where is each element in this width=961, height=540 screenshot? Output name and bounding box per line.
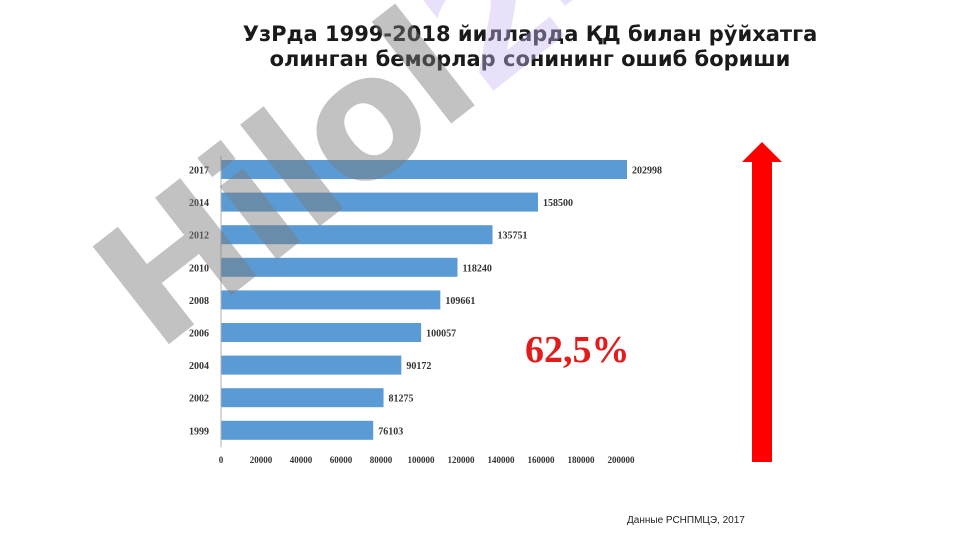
bar-2006: [221, 323, 422, 342]
x-tick-label-60000: 60000: [330, 455, 353, 465]
x-tick-label-40000: 40000: [290, 455, 313, 465]
growth-arrow-head: [742, 142, 782, 162]
data-label-1999: 76103: [378, 426, 403, 437]
data-source-note: Данные РСНПМЦЭ, 2017: [627, 515, 745, 526]
chart-title: УзРда 1999-2018 йилларда ҚД билан рўйхат…: [200, 22, 860, 72]
bar-2010: [221, 257, 458, 277]
bar-2014: [221, 192, 538, 212]
x-tick-label-140000: 140000: [488, 455, 516, 465]
bar-2008: [221, 290, 441, 310]
category-label-2008: 2008: [189, 296, 209, 307]
data-label-2002: 81275: [389, 394, 414, 405]
category-label-1999: 1999: [189, 426, 209, 437]
growth-percentage: 62,5%: [525, 329, 630, 371]
x-tick-label-160000: 160000: [528, 455, 556, 465]
data-label-2004: 90172: [406, 361, 431, 372]
growth-arrow-shaft: [752, 160, 772, 462]
category-label-2017: 2017: [189, 166, 209, 177]
category-label-2006: 2006: [189, 329, 209, 340]
x-tick-label-120000: 120000: [448, 455, 476, 465]
category-label-2014: 2014: [189, 198, 209, 209]
x-tick-label-100000: 100000: [408, 455, 436, 465]
x-tick-label-180000: 180000: [568, 455, 596, 465]
data-label-2008: 109661: [445, 296, 475, 307]
x-tick-label-20000: 20000: [250, 455, 273, 465]
category-label-2004: 2004: [189, 361, 209, 372]
bar-2012: [221, 225, 493, 245]
category-label-2002: 2002: [189, 394, 209, 405]
data-label-2014: 158500: [543, 198, 573, 209]
bar-2004: [221, 355, 402, 375]
bar-1999: [221, 420, 374, 440]
title-line-2: олинган беморлар сонининг ошиб бориши: [269, 47, 791, 71]
x-tick-label-0: 0: [219, 455, 224, 465]
data-label-2017: 202998: [632, 166, 662, 177]
data-label-2006: 100057: [426, 329, 456, 340]
bar-2002: [221, 388, 384, 408]
data-label-2012: 135751: [498, 231, 528, 242]
title-line-1: УзРда 1999-2018 йилларда ҚД билан рўйхат…: [242, 22, 818, 46]
x-tick-label-80000: 80000: [370, 455, 393, 465]
data-label-2010: 118240: [462, 263, 491, 274]
category-label-2012: 2012: [189, 231, 209, 242]
bar-2017: [221, 160, 627, 179]
x-tick-label-200000: 200000: [608, 455, 636, 465]
category-label-2010: 2010: [189, 263, 209, 274]
growth-arrow: [742, 142, 782, 462]
